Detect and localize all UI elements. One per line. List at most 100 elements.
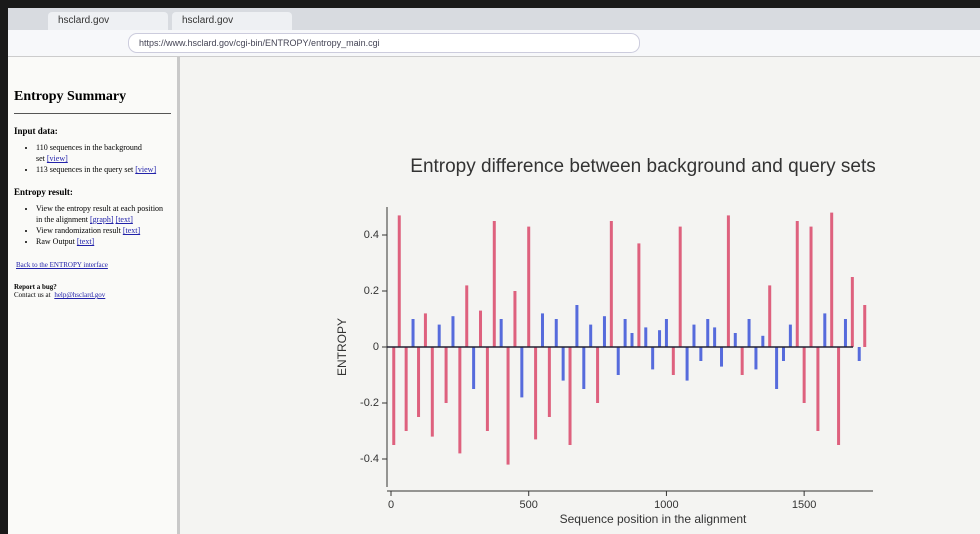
bar bbox=[411, 319, 415, 347]
bar bbox=[589, 324, 593, 347]
bar bbox=[775, 347, 779, 389]
bar bbox=[561, 347, 565, 381]
bar bbox=[857, 347, 861, 361]
list-item: Raw Output[text] bbox=[36, 236, 171, 247]
bar bbox=[740, 347, 744, 375]
bar bbox=[699, 347, 703, 361]
contact-text: Contact us at bbox=[14, 291, 51, 299]
bar bbox=[678, 226, 682, 347]
bar bbox=[823, 313, 827, 347]
bar bbox=[451, 316, 455, 347]
y-tick-label: 0.4 bbox=[364, 229, 379, 241]
chart-title: Entropy difference between background an… bbox=[410, 156, 875, 177]
list: View the entropy result at each position… bbox=[14, 203, 171, 247]
link[interactable]: Back to the ENTROPY interface bbox=[16, 261, 108, 269]
sidebar-title: Entropy Summary bbox=[14, 89, 171, 114]
y-axis-label: ENTROPY bbox=[335, 318, 349, 376]
address-bar: https://www.hsclard.gov/cgi-bin/ENTROPY/… bbox=[8, 30, 980, 57]
bar bbox=[761, 335, 765, 347]
bar bbox=[754, 347, 758, 370]
bar bbox=[616, 347, 620, 375]
bar bbox=[733, 333, 737, 347]
url[interactable]: https://www.hsclard.gov/cgi-bin/ENTROPY/… bbox=[128, 33, 640, 53]
bar bbox=[568, 347, 572, 445]
bar bbox=[850, 277, 854, 347]
item-text: View the entropy result at each position… bbox=[36, 204, 164, 224]
bar bbox=[465, 285, 469, 347]
bar bbox=[554, 319, 558, 347]
bar bbox=[397, 215, 401, 347]
y-tick-label: -0.2 bbox=[360, 397, 379, 409]
bar bbox=[658, 330, 662, 347]
item-text: 110 sequences in the background set bbox=[36, 143, 142, 163]
bar bbox=[430, 347, 434, 437]
link[interactable]: [view] bbox=[46, 154, 68, 163]
bar bbox=[444, 347, 448, 403]
bar bbox=[863, 305, 867, 347]
tab-bar: hsclard.gov hsclard.gov bbox=[8, 8, 980, 30]
item-text: Raw Output bbox=[36, 237, 75, 246]
list-item: 113 sequences in the query set[view] bbox=[36, 164, 171, 175]
bar bbox=[392, 347, 396, 445]
link[interactable]: [text] bbox=[122, 226, 141, 235]
bar bbox=[623, 319, 627, 347]
screen: hsclard.gov hsclard.gov https://www.hscl… bbox=[8, 8, 980, 534]
bar bbox=[713, 327, 717, 347]
bar bbox=[513, 291, 517, 347]
y-tick-label: 0 bbox=[373, 341, 379, 353]
bar bbox=[706, 319, 710, 347]
bar bbox=[596, 347, 600, 403]
bar bbox=[781, 347, 785, 361]
bar bbox=[630, 333, 634, 347]
link[interactable]: [text] bbox=[76, 237, 95, 246]
bar bbox=[795, 221, 799, 347]
tab[interactable]: hsclard.gov bbox=[172, 12, 292, 30]
y-tick-label: -0.4 bbox=[360, 453, 379, 465]
bar bbox=[547, 347, 551, 417]
bar bbox=[802, 347, 806, 403]
x-tick-label: 1500 bbox=[792, 499, 816, 511]
bar bbox=[788, 324, 792, 347]
bar bbox=[726, 215, 730, 347]
bar bbox=[720, 347, 724, 367]
bar bbox=[485, 347, 489, 431]
bar bbox=[602, 316, 606, 347]
list-item: View the entropy result at each position… bbox=[36, 203, 171, 225]
tab[interactable]: hsclard.gov bbox=[48, 12, 168, 30]
bar bbox=[816, 347, 820, 431]
heading: Entropy result: bbox=[14, 187, 73, 197]
bar bbox=[404, 347, 408, 431]
bar bbox=[582, 347, 586, 389]
bar bbox=[575, 305, 579, 347]
bar bbox=[534, 347, 538, 440]
bar bbox=[423, 313, 427, 347]
link[interactable]: [graph] bbox=[90, 215, 114, 224]
list: 110 sequences in the background set[view… bbox=[14, 142, 171, 175]
bar bbox=[747, 319, 751, 347]
x-tick-label: 0 bbox=[388, 499, 394, 511]
bar bbox=[809, 226, 813, 347]
x-axis-label: Sequence position in the alignment bbox=[560, 512, 747, 526]
link[interactable]: [view] bbox=[135, 165, 157, 174]
bar bbox=[768, 285, 772, 347]
bar bbox=[651, 347, 655, 370]
x-tick-label: 500 bbox=[520, 499, 538, 511]
link[interactable]: [text] bbox=[115, 215, 133, 224]
bar bbox=[472, 347, 476, 389]
list-item: View randomization result[text] bbox=[36, 225, 171, 236]
bar bbox=[830, 212, 834, 347]
x-tick-label: 1000 bbox=[654, 499, 678, 511]
bar bbox=[506, 347, 510, 465]
bar bbox=[843, 319, 847, 347]
y-tick-label: 0.2 bbox=[364, 285, 379, 297]
bar bbox=[637, 243, 641, 347]
bar bbox=[479, 310, 483, 347]
bar bbox=[692, 324, 696, 347]
bug-heading: Report a bug? bbox=[14, 283, 57, 291]
link[interactable]: help@hsclard.gov bbox=[54, 291, 106, 299]
chart: Entropy difference between background an… bbox=[335, 156, 876, 526]
item-text: View randomization result bbox=[36, 226, 121, 235]
bar bbox=[644, 327, 648, 347]
bar bbox=[417, 347, 421, 417]
list-item: 110 sequences in the background set[view… bbox=[36, 142, 171, 164]
